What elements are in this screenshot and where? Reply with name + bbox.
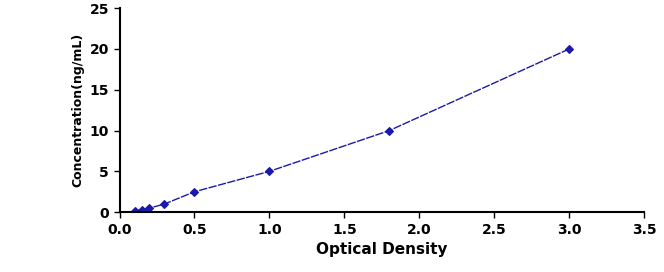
Y-axis label: Concentration(ng/mL): Concentration(ng/mL) [71,33,84,187]
X-axis label: Optical Density: Optical Density [316,242,448,257]
